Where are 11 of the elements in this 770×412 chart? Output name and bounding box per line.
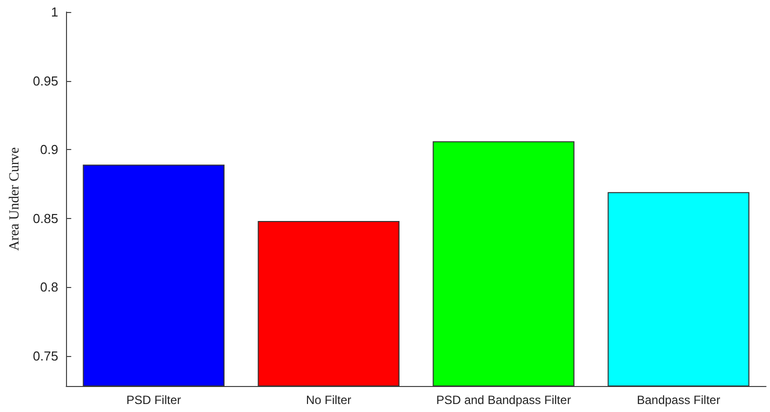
x-tick-label: PSD and Bandpass Filter bbox=[436, 393, 571, 407]
y-tick-label: 0.85 bbox=[32, 210, 58, 226]
y-tick-label: 0.8 bbox=[40, 280, 58, 294]
y-tick-label: 0.95 bbox=[32, 73, 58, 88]
y-tick-label: 0.9 bbox=[40, 142, 58, 157]
y-axis-title: Area Under Curve bbox=[8, 147, 22, 251]
y-tick-label: 0.75 bbox=[32, 348, 58, 364]
x-tick-label: Bandpass Filter bbox=[636, 393, 720, 407]
x-tick-label: PSD Filter bbox=[126, 393, 182, 407]
y-tick-label: 1 bbox=[50, 4, 58, 20]
x-tick-label: No Filter bbox=[306, 393, 352, 407]
